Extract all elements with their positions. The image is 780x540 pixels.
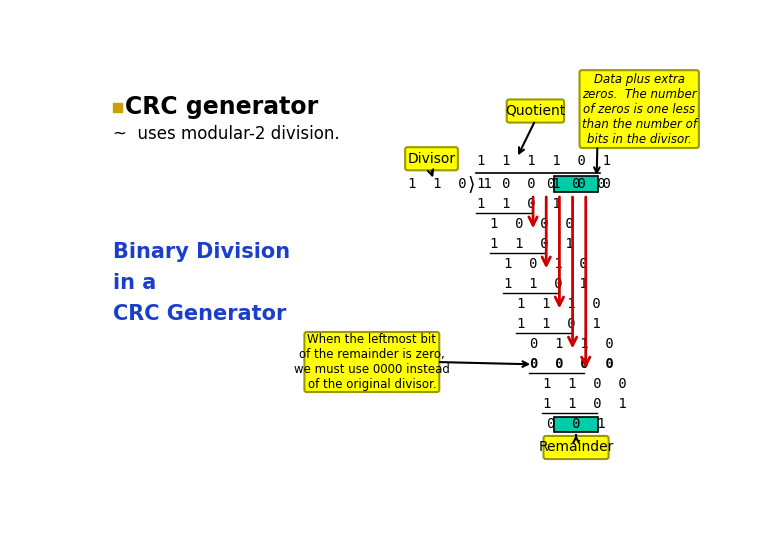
Text: 1  1  1  0: 1 1 1 0 — [517, 297, 601, 311]
Text: 1  1  1  1  0  1: 1 1 1 1 0 1 — [477, 154, 612, 168]
Text: Divisor: Divisor — [407, 152, 456, 166]
Text: 1  0  0  0: 1 0 0 0 — [491, 217, 574, 231]
Text: 1  1  0  1: 1 1 0 1 — [407, 177, 491, 191]
Text: Quotient: Quotient — [505, 104, 566, 118]
Text: Data plus extra
zeros.  The number
of zeros is one less
than the number of
bits : Data plus extra zeros. The number of zer… — [582, 72, 697, 146]
Text: 1  1  0  1: 1 1 0 1 — [491, 237, 574, 251]
Text: Binary Division
in a
CRC Generator: Binary Division in a CRC Generator — [113, 242, 290, 325]
FancyBboxPatch shape — [304, 332, 439, 392]
FancyBboxPatch shape — [405, 147, 458, 170]
Text: 0  0  0: 0 0 0 — [547, 177, 605, 191]
Bar — [554, 417, 598, 432]
Text: ⟩: ⟩ — [467, 175, 475, 193]
Text: When the leftmost bit
of the remainder is zero,
we must use 0000 instead
of the : When the leftmost bit of the remainder i… — [294, 333, 450, 391]
Text: 0  1  1  0: 0 1 1 0 — [530, 338, 614, 352]
FancyBboxPatch shape — [507, 99, 564, 123]
Text: 1  1  0  1: 1 1 0 1 — [543, 397, 627, 411]
FancyBboxPatch shape — [580, 70, 699, 148]
Bar — [554, 177, 598, 192]
Text: 0  0  1: 0 0 1 — [547, 417, 605, 431]
Text: ~  uses modular-2 division.: ~ uses modular-2 division. — [113, 125, 339, 143]
Text: Remainder: Remainder — [538, 441, 614, 455]
Text: CRC generator: CRC generator — [126, 95, 319, 119]
Text: 1  0  1  0: 1 0 1 0 — [504, 257, 587, 271]
Text: 1  1  0  0: 1 1 0 0 — [543, 377, 627, 392]
Text: 1  1  0  1: 1 1 0 1 — [477, 197, 561, 211]
Bar — [113, 103, 122, 112]
Text: 1  1  0  1: 1 1 0 1 — [504, 277, 587, 291]
FancyBboxPatch shape — [544, 436, 608, 459]
Text: 1  1  0  1: 1 1 0 1 — [517, 318, 601, 332]
Text: 0  0  0  0: 0 0 0 0 — [530, 357, 614, 372]
Text: 1  0  0  1  0  0: 1 0 0 1 0 0 — [477, 177, 612, 191]
